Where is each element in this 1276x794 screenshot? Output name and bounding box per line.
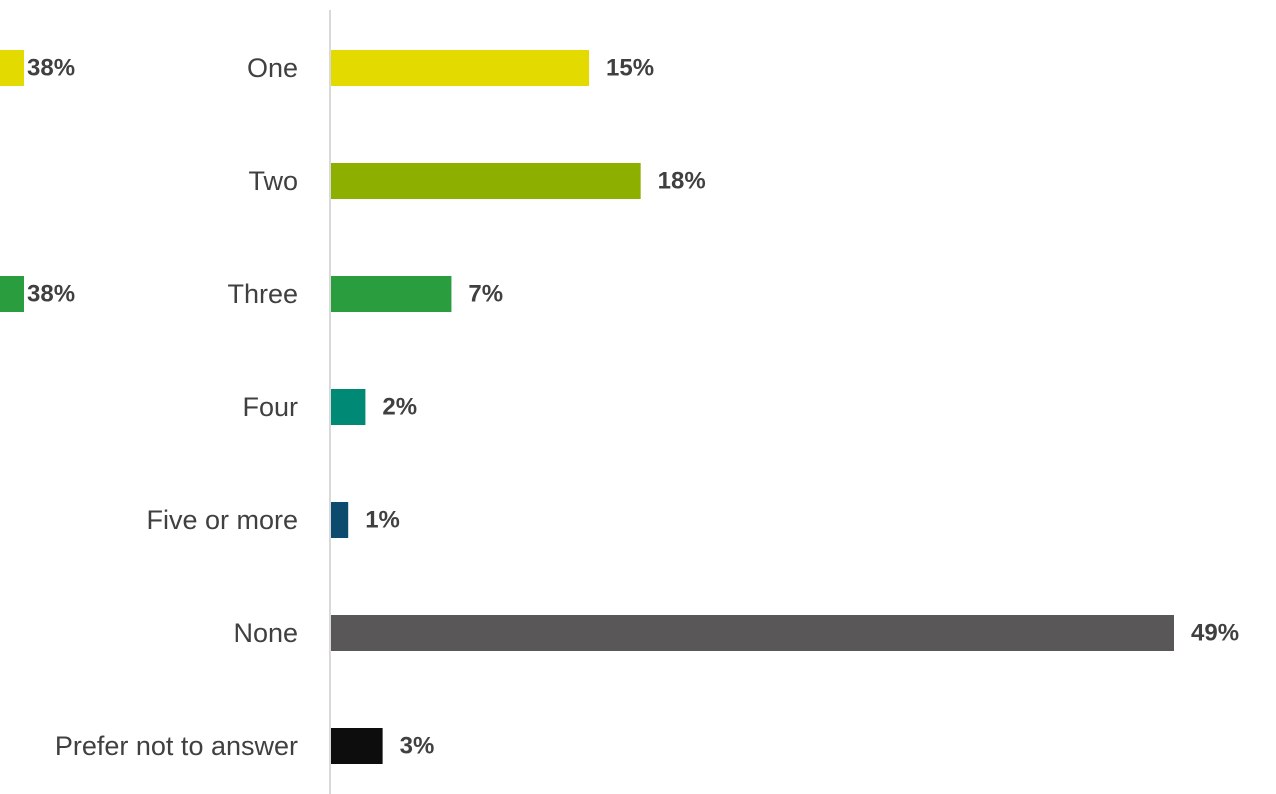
bar bbox=[331, 276, 452, 312]
bar bbox=[331, 502, 349, 538]
side-bar-fragment bbox=[0, 50, 24, 86]
value-label: 49% bbox=[1191, 620, 1239, 647]
side-fragments: 38% 38% bbox=[0, 50, 75, 312]
category-label: One bbox=[247, 53, 298, 83]
bars: One 15% Two 18% Three 7% Four 2% Five or more 1% N… bbox=[55, 50, 1239, 764]
bar bbox=[331, 389, 366, 425]
side-bar-fragment bbox=[0, 276, 24, 312]
bar bbox=[331, 615, 1174, 651]
side-fragment-label: 38% bbox=[27, 55, 75, 82]
value-label: 18% bbox=[658, 168, 706, 195]
category-label: Four bbox=[242, 392, 298, 422]
category-label: Two bbox=[248, 166, 298, 196]
category-label: None bbox=[233, 618, 298, 648]
value-label: 3% bbox=[400, 733, 435, 760]
category-label: Five or more bbox=[146, 505, 298, 535]
side-fragment-label: 38% bbox=[27, 281, 75, 308]
category-label: Three bbox=[227, 279, 298, 309]
bar bbox=[331, 50, 590, 86]
bar bbox=[331, 728, 383, 764]
category-label: Prefer not to answer bbox=[55, 731, 298, 761]
value-label: 2% bbox=[382, 394, 417, 421]
value-label: 1% bbox=[365, 507, 400, 534]
bar bbox=[331, 163, 641, 199]
value-label: 7% bbox=[468, 281, 503, 308]
value-label: 15% bbox=[606, 55, 654, 82]
